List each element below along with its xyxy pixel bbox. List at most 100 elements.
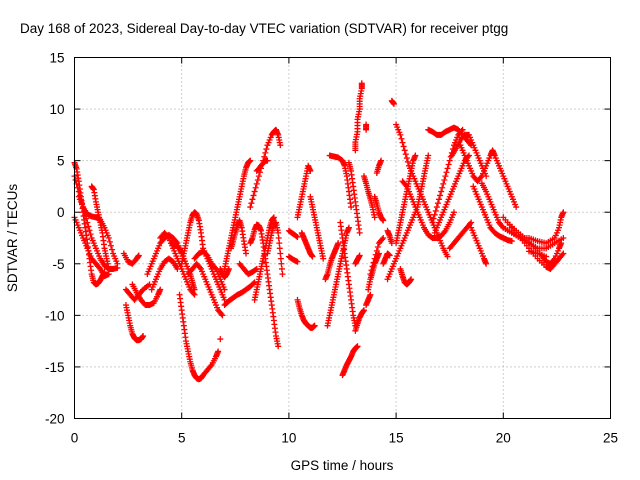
data-point: [560, 235, 567, 241]
data-point: [386, 252, 393, 259]
data-point: [467, 220, 474, 227]
y-tick-label: -10: [45, 308, 65, 323]
data-points: [71, 80, 567, 383]
data-point: [560, 250, 567, 257]
data-point: [211, 264, 218, 271]
data-point: [135, 252, 142, 259]
data-point: [434, 200, 441, 207]
data-point: [444, 165, 451, 172]
data-point: [105, 271, 112, 278]
data-point: [96, 264, 103, 271]
data-point: [368, 267, 375, 274]
data-point: [248, 200, 255, 207]
data-point: [191, 286, 198, 293]
data-point: [435, 196, 442, 203]
data-point: [278, 265, 285, 272]
data-point: [253, 180, 260, 187]
data-point: [250, 280, 257, 287]
data-point: [363, 126, 370, 133]
data-point: [140, 332, 147, 339]
data-point: [550, 256, 557, 263]
data-point: [250, 192, 257, 199]
data-point: [107, 242, 114, 249]
data-point: [437, 192, 444, 199]
data-point: [458, 127, 465, 134]
data-point: [371, 255, 378, 262]
data-point: [294, 258, 301, 265]
data-point: [72, 176, 79, 183]
data-point: [345, 224, 352, 231]
data-point: [254, 176, 261, 183]
data-point: [276, 240, 283, 247]
data-point: [429, 219, 436, 226]
data-point: [218, 311, 225, 318]
data-point: [439, 184, 446, 191]
data-point: [373, 247, 380, 254]
data-point: [401, 147, 408, 154]
plot-frame: [74, 57, 611, 419]
x-tick-label: 10: [281, 431, 296, 446]
data-point: [447, 153, 454, 160]
x-tick-label: 15: [389, 431, 404, 446]
y-tick-label: 10: [49, 102, 64, 117]
data-point: [402, 182, 409, 189]
data-point: [430, 215, 437, 222]
data-point: [74, 184, 81, 191]
y-tick-label: 0: [57, 205, 65, 220]
data-point: [442, 173, 449, 180]
data-point: [369, 263, 376, 270]
data-point: [433, 204, 440, 211]
data-point: [293, 233, 300, 240]
data-point: [270, 214, 277, 221]
data-point: [367, 271, 374, 278]
data-point: [402, 151, 409, 158]
data-point: [559, 251, 566, 258]
data-point: [400, 143, 407, 150]
data-point: [279, 271, 286, 278]
data-point: [278, 260, 285, 267]
data-point: [358, 80, 365, 87]
data-point: [432, 207, 439, 214]
data-point: [404, 158, 411, 165]
data-point: [370, 259, 377, 266]
data-point: [398, 135, 405, 142]
data-point: [191, 291, 198, 298]
data-point: [446, 157, 453, 164]
data-point: [354, 343, 361, 350]
data-point: [85, 223, 92, 230]
data-point: [221, 286, 228, 293]
data-point: [508, 238, 515, 245]
data-point: [252, 266, 259, 273]
data-point: [275, 229, 282, 236]
data-point: [356, 229, 363, 236]
data-point: [431, 211, 438, 218]
data-point: [320, 255, 327, 262]
data-point: [399, 139, 406, 146]
data-point: [558, 240, 565, 247]
data-point: [247, 157, 254, 164]
data-point: [445, 161, 452, 168]
data-point: [499, 223, 506, 230]
data-point: [425, 152, 432, 159]
y-tick-label: 5: [57, 154, 65, 169]
data-point: [207, 363, 214, 370]
data-point: [219, 312, 226, 319]
data-point: [311, 322, 318, 329]
data-point: [249, 196, 256, 203]
data-point: [114, 260, 121, 267]
y-axis-label: SDTVAR / TECUs: [5, 184, 20, 293]
data-point: [441, 229, 448, 236]
data-point: [261, 153, 268, 160]
data-point: [307, 167, 314, 174]
x-tick-label: 5: [178, 431, 186, 446]
data-point: [164, 233, 171, 240]
data-point: [380, 235, 387, 241]
data-point: [217, 336, 224, 343]
data-point: [294, 233, 301, 240]
data-point: [477, 174, 484, 181]
data-point: [459, 126, 466, 133]
y-tick-label: -15: [45, 360, 65, 375]
data-point: [247, 204, 254, 211]
data-point: [275, 343, 282, 350]
